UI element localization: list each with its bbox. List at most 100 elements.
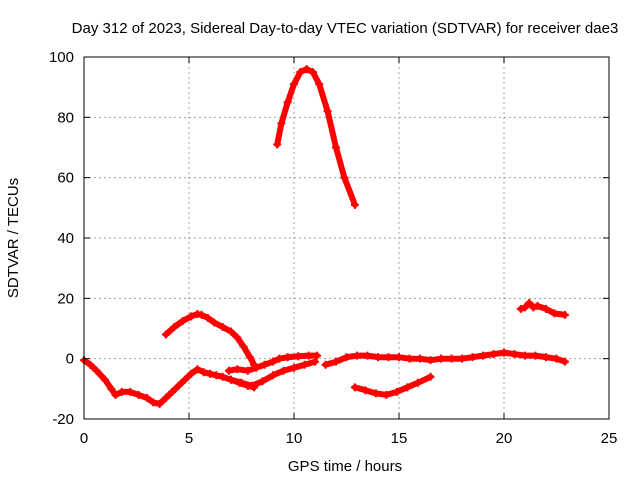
- y-tick-label: 80: [57, 109, 74, 126]
- data-point: [542, 304, 550, 313]
- series-arc-peak: [273, 65, 359, 209]
- data-point: [233, 365, 242, 374]
- data-point: [290, 363, 298, 372]
- data-point: [371, 389, 380, 398]
- data-point: [260, 360, 269, 369]
- data-point: [187, 369, 196, 378]
- data-point: [413, 378, 422, 387]
- data-point: [107, 384, 116, 393]
- data-point: [279, 366, 288, 375]
- data-point: [315, 80, 324, 89]
- x-tick-label: 20: [496, 430, 513, 447]
- data-point: [168, 387, 177, 396]
- data-point: [521, 351, 529, 360]
- plot-frame: [83, 56, 610, 420]
- data-point: [489, 350, 498, 359]
- y-tick-label: 0: [66, 351, 74, 368]
- data-point: [304, 351, 313, 360]
- data-point: [363, 351, 372, 360]
- chart-title: Day 312 of 2023, Sidereal Day-to-day VTE…: [72, 20, 619, 37]
- data-point: [283, 98, 292, 107]
- data-point: [302, 65, 311, 74]
- data-point: [416, 354, 424, 363]
- data-point: [500, 348, 508, 357]
- x-tick-label: 25: [601, 430, 618, 447]
- data-point: [178, 316, 187, 325]
- data-point: [86, 360, 95, 369]
- y-tick-label: -20: [52, 411, 74, 428]
- data-point: [437, 354, 445, 363]
- data-point: [161, 330, 170, 339]
- data-point: [149, 398, 158, 407]
- data-point: [516, 304, 525, 313]
- data-point: [323, 107, 332, 116]
- data-point: [227, 375, 235, 384]
- data-point: [197, 310, 206, 319]
- series-arc-main-low: [80, 356, 259, 408]
- data-point: [245, 353, 254, 362]
- data-point: [239, 342, 248, 351]
- data-point: [218, 322, 227, 331]
- data-point: [126, 387, 135, 396]
- data-point: [155, 399, 164, 408]
- series-arc-rise: [161, 310, 259, 369]
- data-point: [353, 351, 361, 360]
- x-tick-label: 10: [286, 430, 303, 447]
- data-point: [233, 333, 242, 342]
- data-point: [294, 352, 303, 361]
- x-tick-label: 5: [185, 430, 193, 447]
- data-point: [479, 351, 487, 360]
- data-point: [350, 200, 359, 209]
- data-point: [117, 387, 126, 396]
- axis-ticks: 0 5 10 15 20 25 -20 0 20 40 60 80 100: [49, 49, 617, 447]
- y-tick-label: 40: [57, 230, 74, 247]
- series-arc-long: [321, 348, 569, 369]
- data-point: [143, 393, 151, 402]
- data-point: [458, 354, 466, 363]
- data-point: [384, 353, 393, 362]
- data-point: [531, 351, 540, 360]
- data-point: [258, 377, 267, 386]
- data-point: [361, 386, 370, 395]
- series-arc-dip: [350, 372, 435, 399]
- data-point: [290, 80, 298, 89]
- data-point: [134, 390, 143, 399]
- data-point: [340, 173, 349, 182]
- data-point: [521, 303, 529, 312]
- data-point: [199, 368, 208, 377]
- data-point: [426, 372, 435, 381]
- data-point: [468, 353, 477, 362]
- data-point: [170, 322, 179, 331]
- data-point: [243, 366, 252, 375]
- data-point: [525, 298, 534, 307]
- data-point: [111, 390, 120, 399]
- data-point: [269, 371, 277, 380]
- data-point: [277, 119, 286, 128]
- data-point: [224, 366, 233, 375]
- data-point: [342, 353, 351, 362]
- data-point: [403, 383, 412, 392]
- data-point: [550, 309, 559, 318]
- data-point: [237, 378, 246, 387]
- data-point: [405, 354, 414, 363]
- y-axis-label: SDTVAR / TECUs: [5, 178, 22, 298]
- data-point: [218, 372, 227, 381]
- series-arc-second: [224, 351, 322, 375]
- series-arc-lower-tail: [227, 357, 319, 390]
- data-point: [392, 387, 401, 396]
- series-line: [322, 349, 568, 368]
- data-point: [269, 357, 277, 366]
- data-point: [382, 390, 391, 399]
- data-point: [395, 353, 403, 362]
- y-tick-label: 20: [57, 290, 74, 307]
- grid-lines: [84, 57, 609, 419]
- data-point: [321, 360, 330, 369]
- data-point: [296, 68, 305, 77]
- data-point: [552, 354, 561, 363]
- data-series: [80, 65, 569, 408]
- data-point: [193, 365, 202, 374]
- x-axis-label: GPS time / hours: [288, 458, 402, 475]
- data-point: [510, 350, 519, 359]
- data-point: [275, 354, 284, 363]
- data-point: [560, 310, 569, 319]
